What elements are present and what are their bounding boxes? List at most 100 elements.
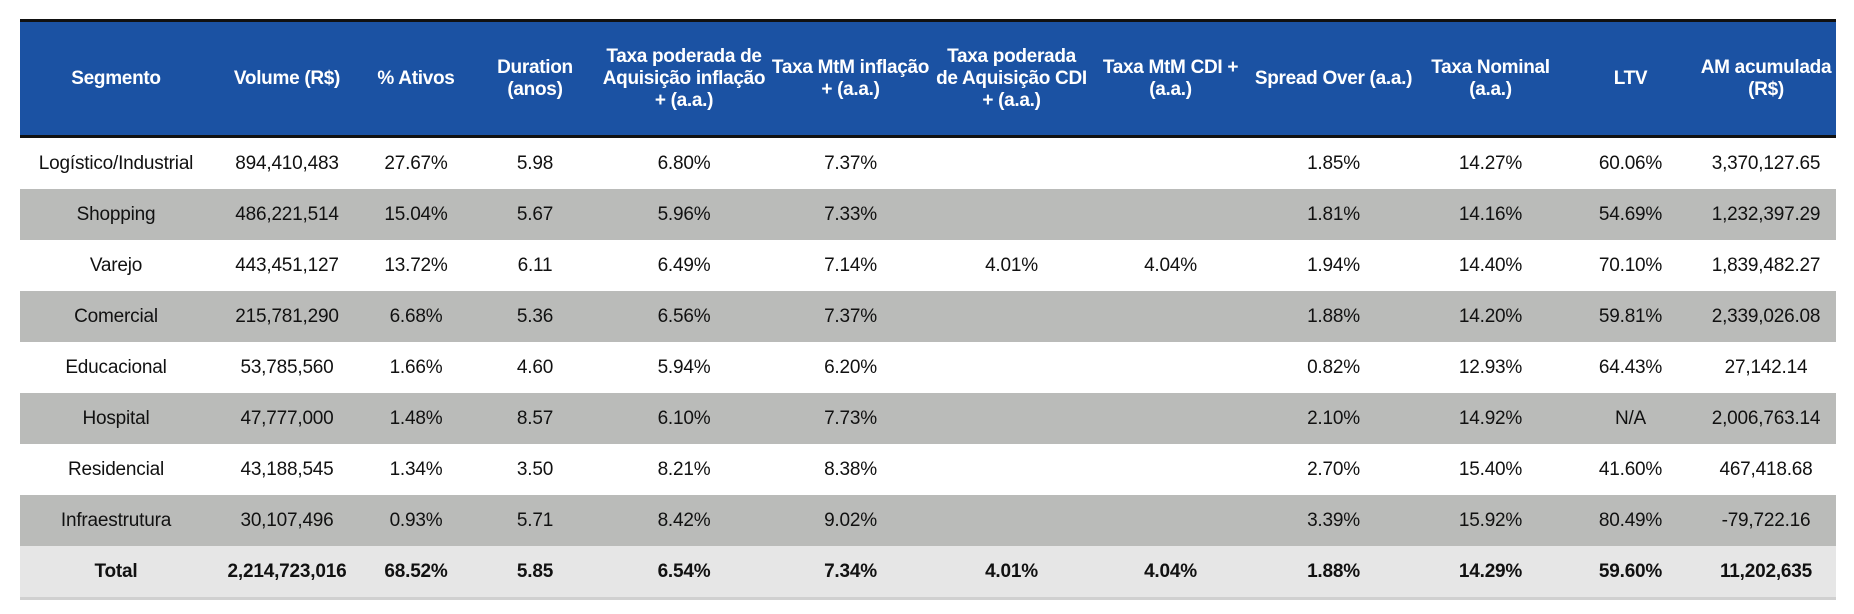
table-cell: 30,107,496 <box>240 509 334 531</box>
total-cell: Total <box>94 560 138 582</box>
column-header: Taxa poderada de Aquisição CDI + (a.a.) <box>936 45 1087 111</box>
total-cell: 2,214,723,016 <box>227 560 347 582</box>
table-cell: 60.06% <box>1598 152 1663 174</box>
table-cell: -79,722.16 <box>1721 509 1811 531</box>
table-cell: 5.96% <box>657 203 711 225</box>
column-header: AM acumulada (R$) <box>1700 56 1832 100</box>
table-cell: 443,451,127 <box>235 254 339 276</box>
table-cell: 43,188,545 <box>240 458 334 480</box>
table-cell: 15.04% <box>384 203 448 225</box>
total-cell: 4.01% <box>985 560 1038 582</box>
table-cell: Infraestrutura <box>60 509 172 531</box>
table-cell <box>1090 291 1251 342</box>
table-cell: 4.60 <box>516 356 554 378</box>
table-cell <box>933 291 1090 342</box>
column-header: LTV <box>1613 67 1648 89</box>
total-cell: 5.85 <box>516 560 554 582</box>
column-header: Taxa poderada de Aquisição inflação + (a… <box>602 45 766 111</box>
column-header: % Ativos <box>377 67 455 89</box>
table-cell <box>1090 342 1251 393</box>
table-cell: 4.01% <box>985 254 1038 276</box>
table-cell: 80.49% <box>1598 509 1663 531</box>
table-cell: Logístico/Industrial <box>38 152 194 174</box>
table-cell <box>933 342 1090 393</box>
table-cell: 1,232,397.29 <box>1711 203 1821 225</box>
table-cell: 5.94% <box>657 356 711 378</box>
total-cell: 59.60% <box>1598 560 1663 582</box>
table-cell: 53,785,560 <box>240 356 334 378</box>
table-row: Infraestrutura 30,107,496 0.93% 5.71 8.42% 9.… <box>20 495 1836 546</box>
table-cell <box>1090 495 1251 546</box>
column-header: Taxa Nominal (a.a.) <box>1431 56 1550 100</box>
table-cell: 47,777,000 <box>240 407 334 429</box>
table-cell: 14.20% <box>1458 305 1523 327</box>
column-header: Taxa MtM inflação + (a.a.) <box>771 56 930 100</box>
table-cell: 7.37% <box>824 305 877 327</box>
table-cell: 486,221,514 <box>235 203 339 225</box>
table-cell: 7.33% <box>824 203 877 225</box>
table-cell: 41.60% <box>1598 458 1663 480</box>
table-cell: 2.70% <box>1307 458 1360 480</box>
column-header: Taxa MtM CDI + (a.a.) <box>1102 56 1239 100</box>
table-cell <box>1090 137 1251 190</box>
table-cell: Shopping <box>76 203 156 225</box>
table-cell: 5.98 <box>516 152 554 174</box>
table-cell: 1.88% <box>1307 305 1360 327</box>
column-header: Spread Over (a.a.) <box>1254 67 1413 89</box>
table-cell: 8.21% <box>657 458 711 480</box>
table-row: Comercial 215,781,290 6.68% 5.36 6.56% 7.37% 1… <box>20 291 1836 342</box>
table-cell: 14.16% <box>1458 203 1523 225</box>
total-cell: 14.29% <box>1458 560 1523 582</box>
table-cell <box>1090 189 1251 240</box>
table-cell: 6.49% <box>657 254 711 276</box>
table-cell: 6.68% <box>389 305 443 327</box>
table-cell: 13.72% <box>384 254 448 276</box>
table-cell: 894,410,483 <box>235 152 339 174</box>
total-cell: 4.04% <box>1144 560 1197 582</box>
table-cell: 1.48% <box>389 407 443 429</box>
column-header: Duration (anos) <box>497 56 573 100</box>
table-cell: N/A <box>1614 407 1647 429</box>
table-cell: 6.56% <box>657 305 711 327</box>
table-cell <box>1090 444 1251 495</box>
table-cell: 8.38% <box>824 458 877 480</box>
table-cell: 5.36 <box>516 305 554 327</box>
table-cell: 15.92% <box>1458 509 1523 531</box>
table-row: Shopping 486,221,514 15.04% 5.67 5.96% 7.33% 1… <box>20 189 1836 240</box>
total-cell: 1.88% <box>1307 560 1360 582</box>
table-cell: 3.39% <box>1307 509 1360 531</box>
table-cell: 27,142.14 <box>1724 356 1808 378</box>
table-cell: 14.40% <box>1458 254 1523 276</box>
table-cell: 6.11 <box>517 254 553 276</box>
table-cell: 6.10% <box>657 407 711 429</box>
table-cell: 12.93% <box>1458 356 1523 378</box>
table-cell: Varejo <box>89 254 143 276</box>
header-row: Segmento Volume (R$) % Ativos Duration (ano… <box>20 20 1836 137</box>
table-cell: 8.42% <box>657 509 711 531</box>
table-cell: 15.40% <box>1458 458 1523 480</box>
table-cell: 14.27% <box>1458 152 1523 174</box>
table-cell: 27.67% <box>384 152 448 174</box>
table-cell: 70.10% <box>1598 254 1663 276</box>
total-cell: 68.52% <box>384 560 448 582</box>
table-cell <box>933 444 1090 495</box>
table-cell: 1.85% <box>1307 152 1360 174</box>
table-row: Residencial 43,188,545 1.34% 3.50 8.21% 8.38%… <box>20 444 1836 495</box>
table-cell: Residencial <box>67 458 165 480</box>
table-cell: 64.43% <box>1598 356 1663 378</box>
column-header: Volume (R$) <box>233 67 341 89</box>
table-cell: 2,339,026.08 <box>1711 305 1821 327</box>
table-cell: 14.92% <box>1458 407 1523 429</box>
table-cell: 4.04% <box>1144 254 1197 276</box>
total-cell: 11,202,635 <box>1719 560 1813 582</box>
table-cell: 1.94% <box>1307 254 1360 276</box>
table-cell: 1,839,482.27 <box>1711 254 1821 276</box>
table-row: Varejo 443,451,127 13.72% 6.11 6.49% 7.14% 4.0… <box>20 240 1836 291</box>
table-cell <box>933 189 1090 240</box>
table-cell: 7.73% <box>824 407 877 429</box>
table-cell: 0.82% <box>1307 356 1360 378</box>
table-cell: 1.66% <box>389 356 443 378</box>
table-cell: 7.14% <box>824 254 877 276</box>
table-cell: 6.20% <box>824 356 877 378</box>
column-header: Segmento <box>71 67 161 89</box>
